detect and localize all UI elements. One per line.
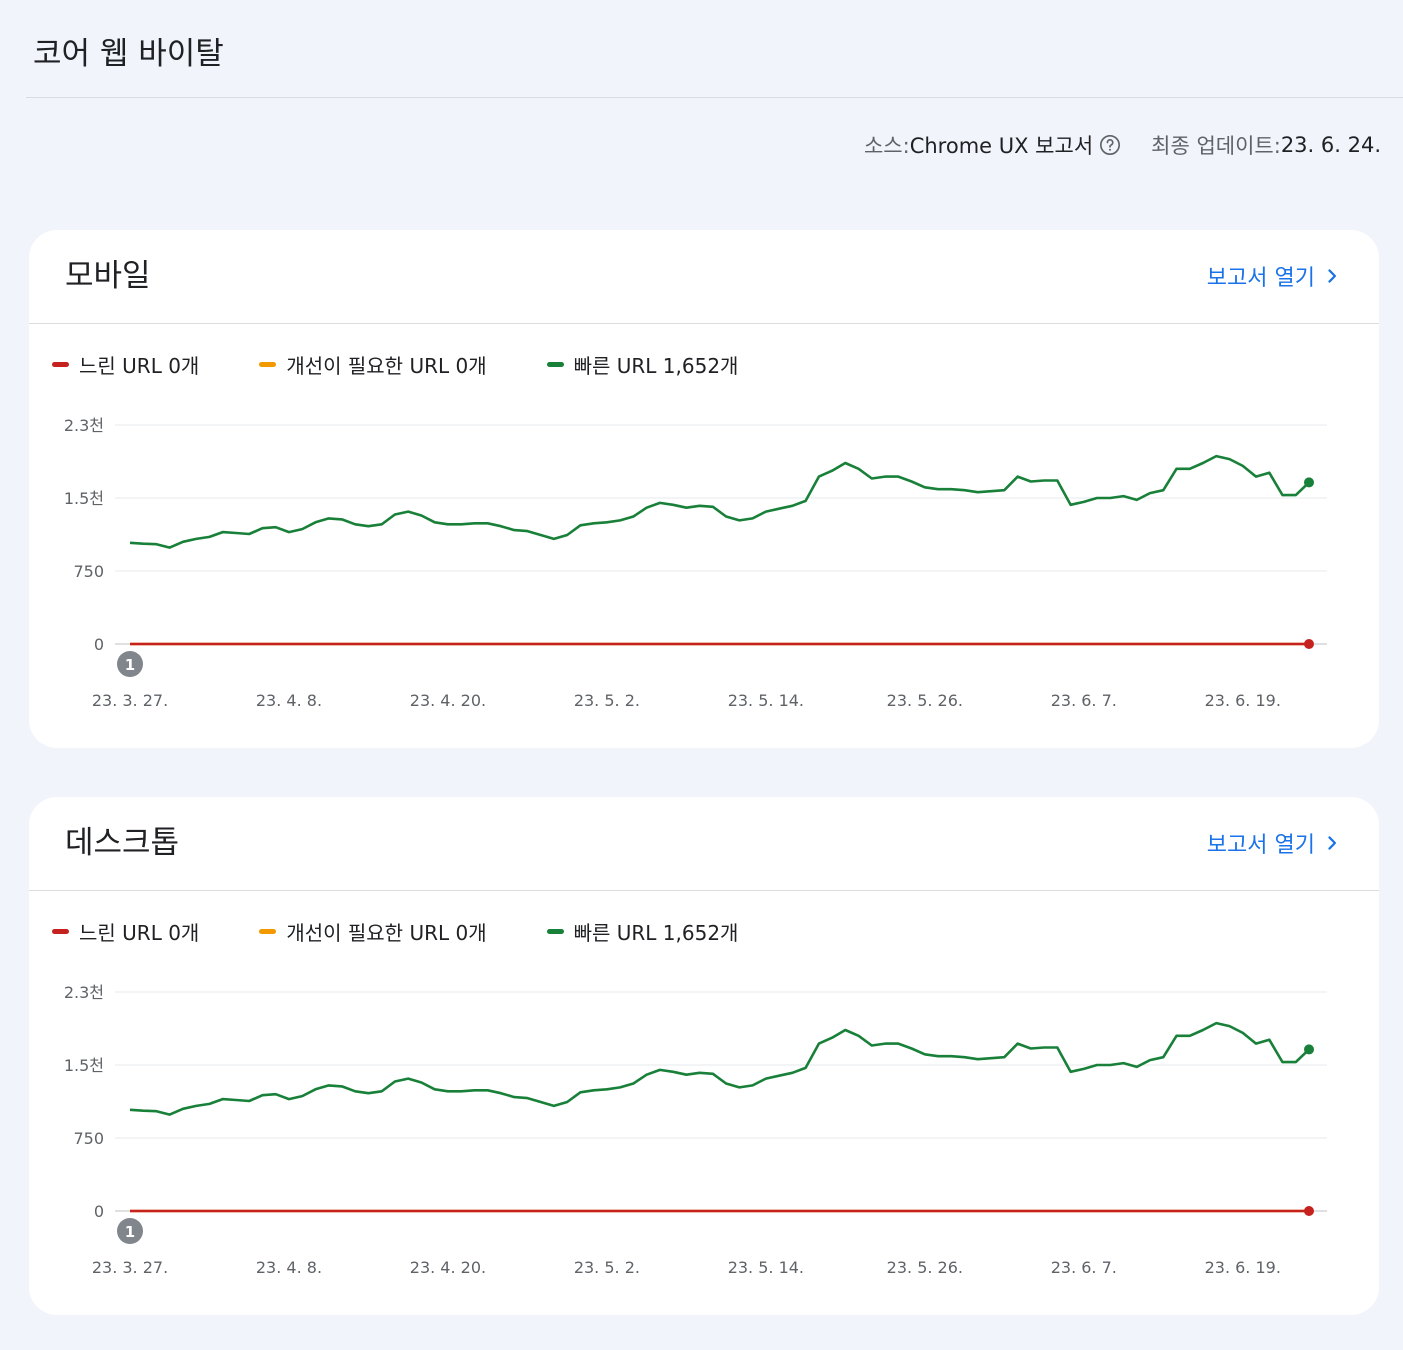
x-tick-label: 23. 6. 19. — [1205, 1258, 1281, 1277]
updated-label: 최종 업데이트: — [1151, 134, 1281, 158]
open-report-label: 보고서 열기 — [1206, 266, 1315, 291]
legend-label: 개선이 필요한 URL 0개 — [286, 354, 487, 378]
source-label: 소스: — [863, 134, 910, 158]
card-title: 데스크톱 — [65, 825, 180, 861]
x-tick-label: 23. 4. 20. — [410, 1258, 486, 1277]
series-line-2 — [129, 1021, 1310, 1116]
meta-row: 소스: Chrome UX 보고서 최종 업데이트: 23. 6. 24. — [864, 130, 1381, 160]
x-tick-label: 23. 5. 26. — [887, 1258, 963, 1277]
mobile-chart: 0 750 1.5천 2.3천 23. 3. 27. 23. 4. 8. 23. 4. 20… — [29, 400, 1379, 730]
y-tick-label: 750 — [73, 1129, 104, 1148]
y-tick-label: 0 — [94, 635, 104, 654]
legend-item-needs-improvement[interactable]: 개선이 필요한 URL 0개 — [259, 350, 487, 379]
x-tick-label: 23. 6. 7. — [1051, 1258, 1117, 1277]
annotation-label: 1 — [125, 656, 135, 674]
x-tick-label: 23. 3. 27. — [92, 1258, 168, 1277]
legend-label: 빠른 URL 1,652개 — [573, 921, 739, 945]
y-tick-label: 1.5천 — [64, 1056, 104, 1075]
series-endpoint[interactable] — [1304, 639, 1314, 649]
mobile-chart-svg: 0 750 1.5천 2.3천 23. 3. 27. 23. 4. 8. 23. 4. 20… — [64, 416, 1327, 710]
series-endpoint[interactable] — [1304, 477, 1314, 488]
series-endpoint[interactable] — [1304, 1044, 1314, 1055]
open-report-link[interactable]: 보고서 열기 — [1207, 827, 1341, 859]
y-tick-label: 1.5천 — [64, 489, 104, 508]
y-tick-label: 0 — [94, 1202, 104, 1221]
x-tick-label: 23. 3. 27. — [92, 691, 168, 710]
card-title: 모바일 — [65, 258, 151, 294]
open-report-label: 보고서 열기 — [1206, 833, 1315, 858]
mobile-card: 모바일 보고서 열기 느린 URL 0개 개선이 필요한 URL 0개 빠른 U… — [29, 230, 1379, 748]
title-divider — [26, 97, 1403, 98]
legend-swatch-fast — [546, 362, 564, 367]
legend-item-fast[interactable]: 빠른 URL 1,652개 — [546, 350, 739, 379]
annotation-label: 1 — [125, 1223, 135, 1241]
legend-swatch-slow — [52, 362, 69, 367]
legend-swatch-needs-improvement — [259, 929, 277, 934]
chart-legend: 느린 URL 0개 개선이 필요한 URL 0개 빠른 URL 1,652개 — [52, 917, 738, 946]
series-endpoint[interactable] — [1304, 1206, 1314, 1216]
source-value: Chrome UX 보고서 — [909, 134, 1094, 158]
x-tick-label: 23. 6. 19. — [1205, 691, 1281, 710]
legend-swatch-fast — [546, 929, 564, 934]
legend-item-needs-improvement[interactable]: 개선이 필요한 URL 0개 — [259, 917, 487, 946]
desktop-chart: 0 750 1.5천 2.3천 23. 3. 27. 23. 4. 8. 23. 4. 20… — [29, 967, 1379, 1297]
x-tick-label: 23. 5. 2. — [574, 691, 640, 710]
legend-item-slow[interactable]: 느린 URL 0개 — [52, 350, 199, 379]
annotation-marker[interactable]: 1 — [117, 651, 143, 677]
card-divider — [29, 323, 1379, 324]
legend-item-fast[interactable]: 빠른 URL 1,652개 — [546, 917, 739, 946]
x-tick-label: 23. 4. 20. — [410, 691, 486, 710]
x-tick-label: 23. 6. 7. — [1051, 691, 1117, 710]
chevron-right-icon — [1328, 836, 1337, 850]
desktop-chart-svg: 0 750 1.5천 2.3천 23. 3. 27. 23. 4. 8. 23. 4. 20… — [64, 983, 1327, 1277]
card-divider — [29, 890, 1379, 891]
x-tick-label: 23. 4. 8. — [256, 691, 322, 710]
y-tick-label: 2.3천 — [64, 983, 104, 1002]
x-tick-label: 23. 5. 2. — [574, 1258, 640, 1277]
annotation-marker[interactable]: 1 — [117, 1218, 143, 1244]
legend-swatch-needs-improvement — [259, 362, 277, 367]
legend-label: 개선이 필요한 URL 0개 — [286, 921, 487, 945]
help-icon[interactable] — [1099, 134, 1121, 156]
series-line-2 — [129, 454, 1310, 549]
legend-label: 느린 URL 0개 — [79, 354, 200, 378]
page-title: 코어 웹 바이탈 — [33, 36, 224, 72]
x-tick-label: 23. 4. 8. — [256, 1258, 322, 1277]
open-report-link[interactable]: 보고서 열기 — [1207, 260, 1341, 292]
y-tick-label: 750 — [73, 562, 104, 581]
legend-label: 느린 URL 0개 — [79, 921, 200, 945]
legend-label: 빠른 URL 1,652개 — [573, 354, 739, 378]
y-tick-label: 2.3천 — [64, 416, 104, 435]
chart-legend: 느린 URL 0개 개선이 필요한 URL 0개 빠른 URL 1,652개 — [52, 350, 738, 379]
legend-item-slow[interactable]: 느린 URL 0개 — [52, 917, 199, 946]
x-tick-label: 23. 5. 14. — [728, 691, 804, 710]
desktop-card: 데스크톱 보고서 열기 느린 URL 0개 개선이 필요한 URL 0개 빠른 … — [29, 797, 1379, 1315]
updated-value: 23. 6. 24. — [1280, 133, 1381, 157]
x-tick-label: 23. 5. 26. — [887, 691, 963, 710]
x-tick-label: 23. 5. 14. — [728, 1258, 804, 1277]
chevron-right-icon — [1328, 269, 1337, 283]
legend-swatch-slow — [52, 929, 69, 934]
